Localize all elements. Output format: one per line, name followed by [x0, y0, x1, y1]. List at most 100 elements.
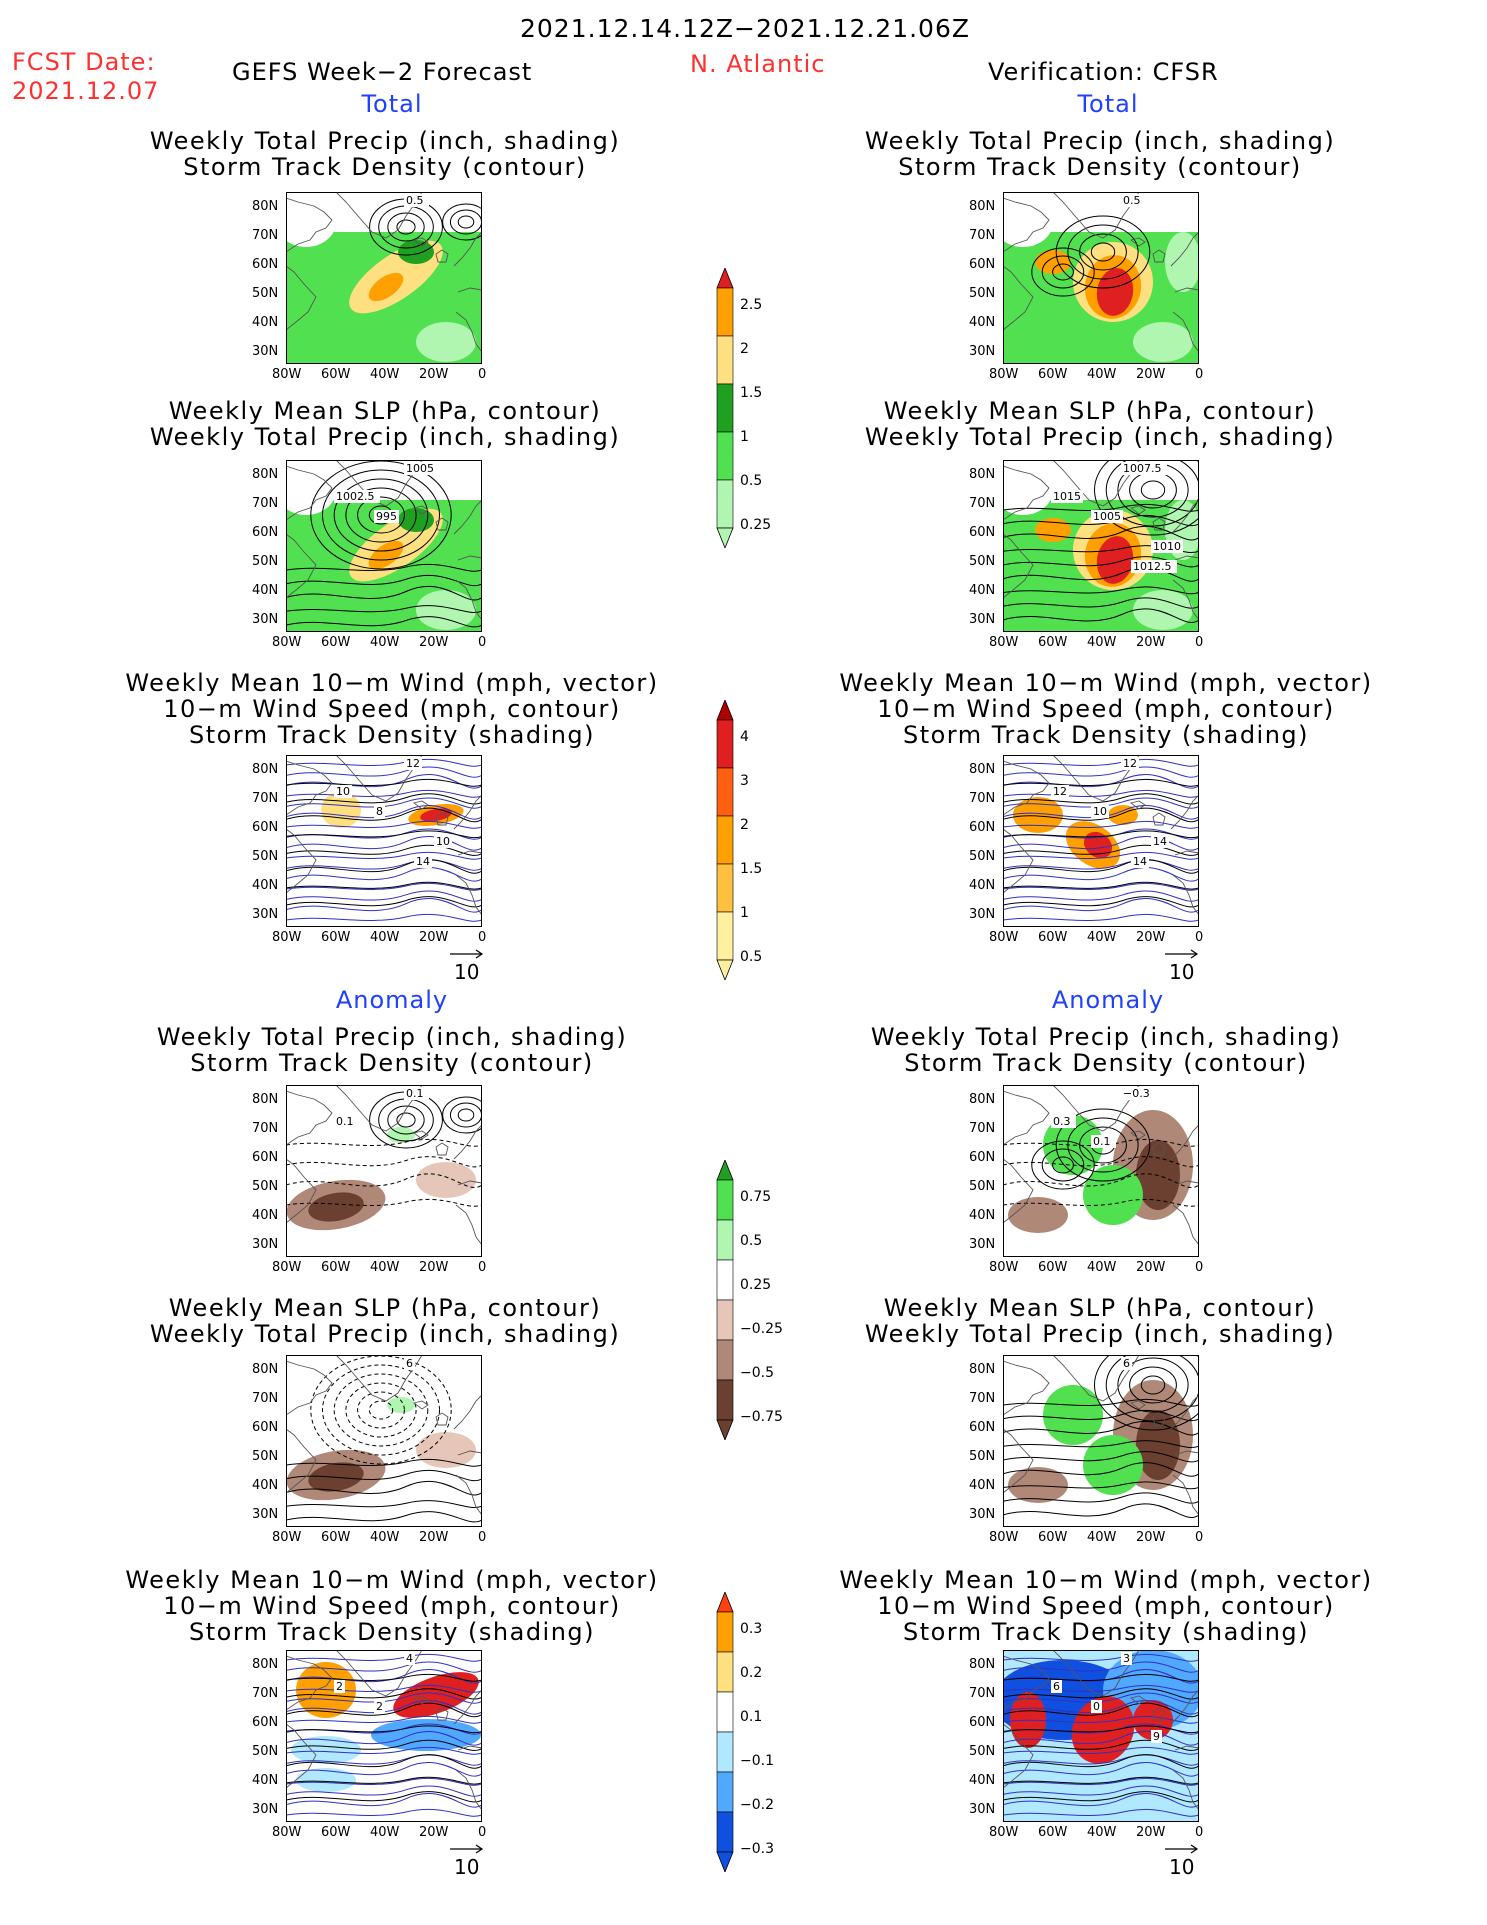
svg-text:1005: 1005 — [406, 462, 434, 475]
map-fcst-anom-wind: 4 2 2 — [285, 1649, 483, 1822]
svg-text:14: 14 — [1153, 835, 1167, 848]
lon-tick: 60W — [1038, 635, 1068, 650]
lat-tick: 30N — [969, 1237, 996, 1252]
lon-tick: 40W — [1087, 1260, 1117, 1275]
colorbar-label: 0.5 — [740, 473, 763, 489]
lon-tick: 60W — [321, 1530, 351, 1545]
contour-label: 12 — [404, 757, 422, 770]
colorbar-label: 0.5 — [740, 1233, 763, 1249]
vector-reference-label: 10 — [454, 960, 480, 984]
title-line: Storm Track Density (contour) — [904, 1049, 1308, 1077]
lon-tick: 0 — [1195, 635, 1204, 650]
vector-reference-label: 10 — [1169, 1855, 1195, 1879]
title-line: Storm Track Density (contour) — [190, 1049, 594, 1077]
map-cfsr-total-slp: 1007.5 1015 1005 1010 1012.5 — [993, 444, 1212, 632]
lon-tick: 60W — [321, 1260, 351, 1275]
contour-label: 10 — [334, 785, 352, 798]
lon-tick: 60W — [321, 930, 351, 945]
lon-tick: 0 — [1195, 367, 1204, 382]
contour-label: 12 — [1051, 785, 1069, 798]
lat-tick: 40N — [252, 583, 279, 598]
colorbar-label: −0.75 — [740, 1409, 783, 1425]
lon-tick: 80W — [989, 930, 1019, 945]
lat-tick: 80N — [969, 1657, 996, 1672]
lon-tick: 20W — [1136, 367, 1166, 382]
lon-tick: 40W — [1087, 367, 1117, 382]
lon-tick: 0 — [1195, 1825, 1204, 1840]
svg-text:6: 6 — [1053, 1680, 1060, 1693]
contour-label: −0.3 — [1121, 1087, 1153, 1100]
section-total-right: Total — [1077, 90, 1139, 118]
contour-label: 6 — [1051, 1680, 1062, 1693]
lat-tick: 30N — [252, 1507, 279, 1522]
lat-tick: 50N — [252, 1744, 279, 1759]
lon-tick: 20W — [1136, 1260, 1166, 1275]
contour-label: 1005 — [1091, 510, 1123, 523]
title-line: Weekly Mean SLP (hPa, contour) — [883, 1294, 1317, 1322]
lon-tick: 0 — [478, 1825, 487, 1840]
lat-tick: 50N — [252, 1179, 279, 1194]
lat-tick: 80N — [969, 762, 996, 777]
lat-tick: 70N — [969, 1121, 996, 1136]
lat-tick: 50N — [969, 554, 996, 569]
lat-tick: 40N — [969, 583, 996, 598]
left-title: GEFS Week−2 Forecast — [232, 58, 533, 86]
lat-tick: 50N — [969, 1179, 996, 1194]
vector-reference-arrow-icon — [1165, 1844, 1199, 1854]
contour-label: 1007.5 — [1121, 462, 1167, 475]
title-line: 10−m Wind Speed (mph, contour) — [877, 695, 1335, 723]
lat-tick: 50N — [252, 1449, 279, 1464]
lat-tick: 30N — [969, 612, 996, 627]
lat-tick: 30N — [252, 1802, 279, 1817]
title-line: Weekly Total Precip (inch, shading) — [149, 1320, 621, 1348]
lat-tick: 80N — [252, 467, 279, 482]
map-cfsr-anom-track: −0.3 0.3 0.1 — [1002, 1084, 1200, 1257]
lat-tick: 50N — [969, 1449, 996, 1464]
lat-tick: 70N — [969, 791, 996, 806]
contour-label: 1012.5 — [1131, 560, 1177, 573]
title-line: Weekly Total Precip (inch, shading) — [864, 127, 1336, 155]
lon-tick: 60W — [321, 1825, 351, 1840]
lat-tick: 30N — [252, 907, 279, 922]
svg-text:2: 2 — [336, 1680, 343, 1693]
lat-tick: 40N — [969, 878, 996, 893]
colorbar-4 — [716, 1592, 734, 1872]
colorbar-label: −0.2 — [740, 1797, 774, 1813]
title-fcst-total-precip-track: Weekly Total Precip (inch, shading) Stor… — [150, 128, 620, 180]
title-line: Storm Track Density (contour) — [898, 153, 1302, 181]
svg-text:12: 12 — [1053, 785, 1067, 798]
lon-tick: 40W — [370, 930, 400, 945]
lon-tick: 40W — [370, 1825, 400, 1840]
lon-tick: 80W — [272, 367, 302, 382]
lat-tick: 60N — [252, 1715, 279, 1730]
lon-tick: 0 — [478, 930, 487, 945]
map-panel-cfsr-anom-slp: 6 — [1002, 1339, 1212, 1527]
contour-label: 1010 — [1151, 540, 1183, 553]
lon-tick: 20W — [419, 1825, 449, 1840]
lon-tick: 40W — [370, 367, 400, 382]
lon-tick: 60W — [1038, 930, 1068, 945]
lon-tick: 20W — [419, 1260, 449, 1275]
svg-text:10: 10 — [436, 835, 450, 848]
map-panel-cfsr-total-track: 0.5 — [993, 185, 1201, 364]
lat-tick: 60N — [969, 257, 996, 272]
title-cfsr-anom-precip-track: Weekly Total Precip (inch, shading) Stor… — [871, 1024, 1341, 1076]
lat-tick: 80N — [252, 1657, 279, 1672]
vector-reference-arrow-icon — [450, 1844, 484, 1854]
section-anomaly-left: Anomaly — [335, 986, 449, 1014]
lat-tick: 80N — [969, 467, 996, 482]
title-line: Storm Track Density (shading) — [188, 721, 596, 749]
lon-tick: 80W — [989, 1260, 1019, 1275]
svg-text:9: 9 — [1153, 1730, 1160, 1743]
date-range: 2021.12.14.12Z−2021.12.21.06Z — [520, 14, 970, 43]
colorbar-label: 4 — [740, 729, 749, 745]
colorbar-label: 2 — [740, 817, 749, 833]
contour-label: 0.5 — [1121, 194, 1146, 207]
map-cfsr-total-track: 0.5 — [993, 185, 1201, 364]
title-line: Storm Track Density (contour) — [183, 153, 587, 181]
map-fcst-total-wind: 12 10 8 10 14 — [285, 754, 483, 927]
contour-label: 6 — [404, 1357, 415, 1370]
lat-tick: 50N — [252, 554, 279, 569]
title-fcst-anom-slp-precip: Weekly Mean SLP (hPa, contour) Weekly To… — [150, 1295, 620, 1347]
